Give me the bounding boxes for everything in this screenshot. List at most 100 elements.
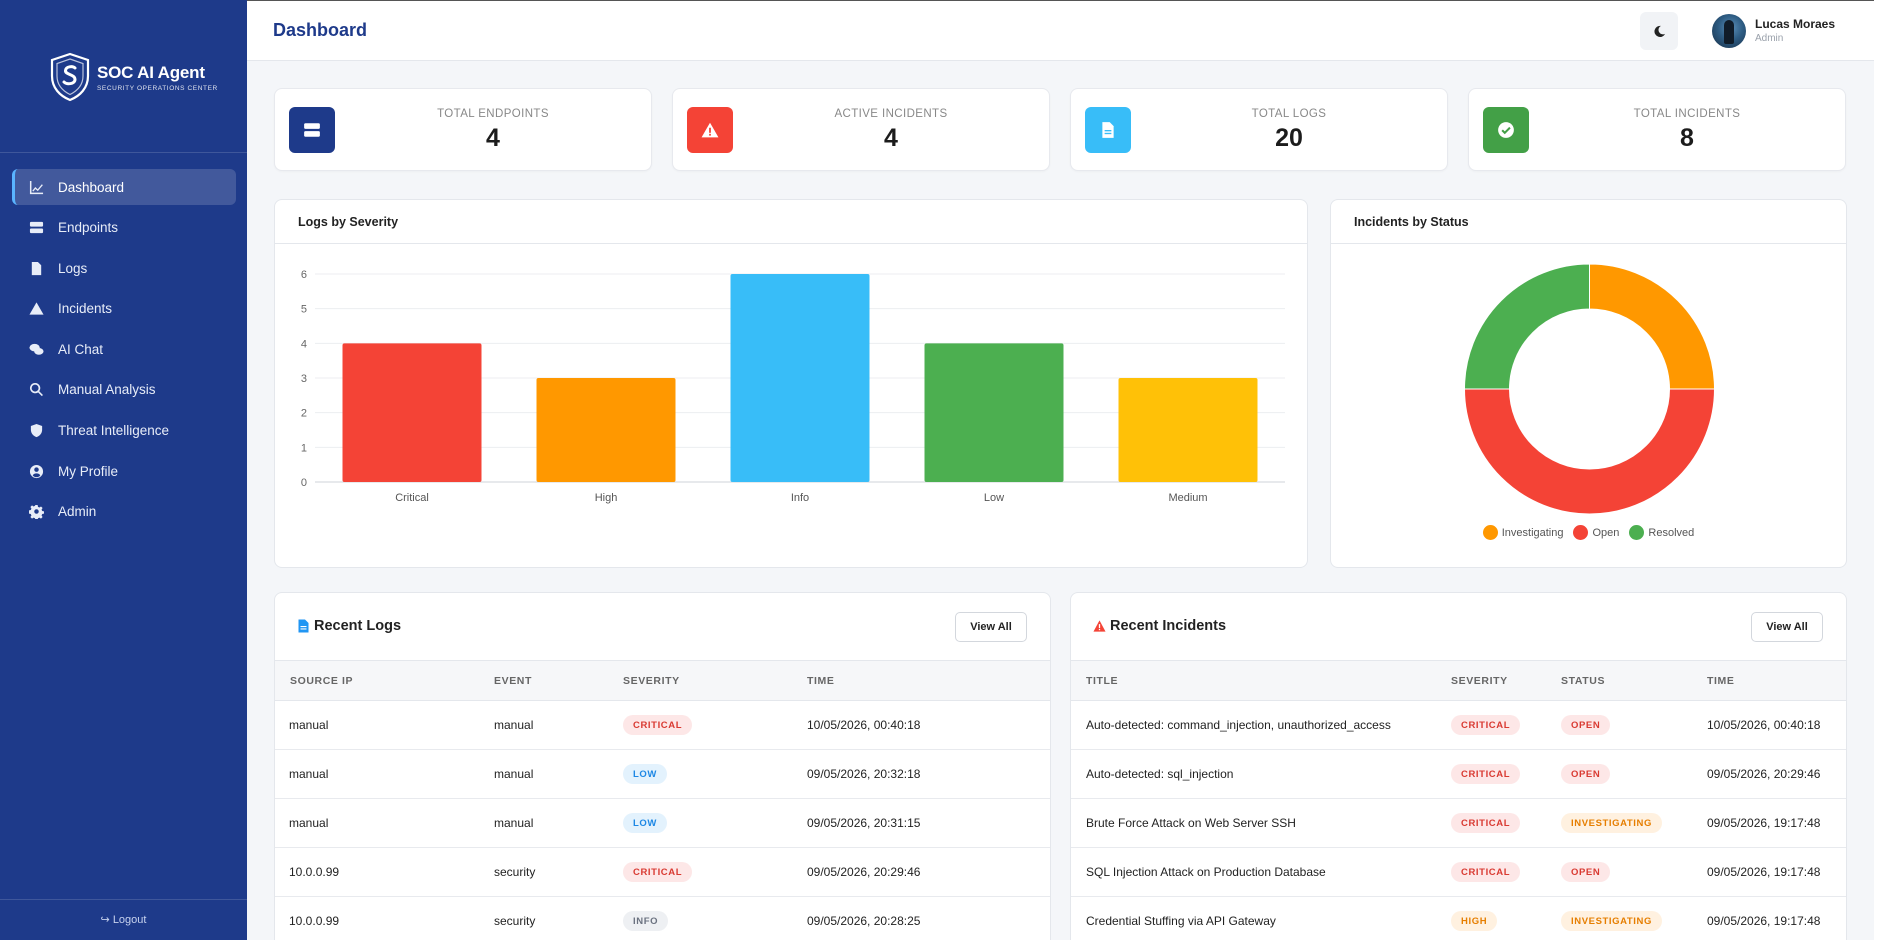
sidebar-item-manual-analysis[interactable]: Manual Analysis bbox=[12, 372, 236, 408]
column-header[interactable]: STATUS bbox=[1561, 675, 1606, 687]
legend-swatch bbox=[1573, 525, 1589, 540]
sidebar-item-logs[interactable]: Logs bbox=[12, 250, 236, 286]
column-header[interactable]: TIME bbox=[807, 675, 835, 687]
legend-item-resolved[interactable]: Resolved bbox=[1629, 525, 1694, 540]
sidebar-item-my-profile[interactable]: My Profile bbox=[12, 453, 236, 489]
chart-line-icon bbox=[28, 179, 44, 195]
view-all-logs-button[interactable]: View All bbox=[955, 612, 1027, 642]
logout-link[interactable]: ↪ Logout bbox=[0, 913, 247, 926]
shield-icon bbox=[28, 423, 44, 439]
recent-incidents-body: Auto-detected: command_injection, unauth… bbox=[1071, 701, 1846, 940]
sidebar-item-ai-chat[interactable]: AI Chat bbox=[12, 331, 236, 367]
avatar[interactable] bbox=[1712, 14, 1746, 48]
recent-logs-panel: Recent Logs View All SOURCE IP EVENT SEV… bbox=[274, 592, 1051, 940]
column-header[interactable]: SOURCE IP bbox=[290, 675, 354, 687]
warning-icon bbox=[687, 107, 733, 153]
event-cell: manual bbox=[494, 816, 534, 830]
event-cell: manual bbox=[494, 718, 534, 732]
table-row[interactable]: Auto-detected: sql_injection CRITICAL OPEN… bbox=[1071, 750, 1846, 799]
legend-label: Resolved bbox=[1648, 526, 1695, 539]
column-header[interactable]: SEVERITY bbox=[1451, 675, 1508, 687]
recent-logs-header: Recent Logs View All bbox=[275, 593, 1050, 661]
bar-medium[interactable] bbox=[1118, 378, 1258, 482]
status-badge: OPEN bbox=[1561, 715, 1611, 735]
title-cell: Credential Stuffing via API Gateway bbox=[1086, 914, 1276, 928]
column-header[interactable]: TIME bbox=[1707, 675, 1735, 687]
view-all-incidents-button[interactable]: View All bbox=[1751, 612, 1823, 642]
time-cell: 09/05/2026, 19:17:48 bbox=[1707, 865, 1821, 879]
bar-critical[interactable] bbox=[342, 343, 482, 482]
comments-icon bbox=[28, 341, 44, 357]
sidebar-item-admin[interactable]: Admin bbox=[12, 494, 236, 530]
slice-investigating[interactable] bbox=[1589, 263, 1716, 390]
stat-label: TOTAL ENDPOINTS bbox=[437, 108, 549, 120]
warning-icon bbox=[28, 301, 44, 317]
table-row[interactable]: 10.0.0.99 security INFO 09/05/2026, 20:28:2… bbox=[275, 897, 1050, 940]
file-icon bbox=[1085, 107, 1131, 153]
sidebar-item-dashboard[interactable]: Dashboard bbox=[12, 169, 236, 205]
severity-chart-panel: Logs by Severity 0 1 2 3 4 5 6 Critical High Info… bbox=[274, 199, 1308, 568]
table-row[interactable]: manual manual LOW 09/05/2026, 20:32:18 bbox=[275, 750, 1050, 799]
y-tick-label: 3 bbox=[301, 373, 307, 385]
stat-value: 4 bbox=[486, 124, 500, 152]
slice-open[interactable] bbox=[1463, 388, 1716, 515]
slice-resolved[interactable] bbox=[1463, 263, 1590, 390]
recent-incidents-panel: Recent Incidents View All TITLE SEVERITY… bbox=[1070, 592, 1847, 940]
bar-info[interactable] bbox=[730, 274, 870, 482]
status-donut-chart bbox=[1463, 263, 1716, 515]
bar-low[interactable] bbox=[924, 343, 1064, 482]
y-tick-label: 5 bbox=[301, 304, 307, 316]
time-cell: 09/05/2026, 20:29:46 bbox=[1707, 767, 1821, 781]
time-cell: 09/05/2026, 20:29:46 bbox=[807, 865, 921, 879]
stat-label: TOTAL LOGS bbox=[1251, 108, 1327, 120]
table-row[interactable]: Brute Force Attack on Web Server SSH CRIT… bbox=[1071, 799, 1846, 848]
recent-logs-title: Recent Logs bbox=[297, 618, 401, 634]
sidebar-item-label: Logs bbox=[58, 260, 88, 276]
panel-title: Incidents by Status bbox=[1331, 200, 1846, 244]
server-icon bbox=[28, 220, 44, 236]
legend-swatch bbox=[1629, 525, 1645, 540]
theme-toggle-button[interactable] bbox=[1640, 12, 1678, 50]
sidebar-divider bbox=[0, 152, 247, 153]
app-logo[interactable]: SOC AI Agent SECURITY OPERATIONS CENTER bbox=[48, 52, 218, 102]
time-cell: 09/05/2026, 20:32:18 bbox=[807, 767, 921, 781]
sidebar-item-endpoints[interactable]: Endpoints bbox=[12, 210, 236, 246]
moon-icon bbox=[1653, 25, 1665, 37]
bar-high[interactable] bbox=[536, 378, 676, 482]
table-row[interactable]: SQL Injection Attack on Production Datab… bbox=[1071, 848, 1846, 897]
app-name: SOC AI Agent bbox=[97, 62, 205, 82]
severity-badge: INFO bbox=[623, 911, 669, 931]
source-ip-cell: 10.0.0.99 bbox=[289, 914, 340, 928]
logout-label: Logout bbox=[112, 914, 147, 926]
column-header[interactable]: EVENT bbox=[494, 675, 533, 687]
recent-incidents-title: Recent Incidents bbox=[1093, 618, 1226, 634]
table-row[interactable]: manual manual CRITICAL 10/05/2026, 00:40:18 bbox=[275, 701, 1050, 750]
severity-badge: CRITICAL bbox=[1451, 862, 1521, 882]
legend-item-investigating[interactable]: Investigating bbox=[1482, 525, 1563, 540]
table-row[interactable]: manual manual LOW 09/05/2026, 20:31:15 bbox=[275, 799, 1050, 848]
table-row[interactable]: Credential Stuffing via API Gateway HIGH I… bbox=[1071, 897, 1846, 940]
column-header[interactable]: TITLE bbox=[1086, 675, 1119, 687]
source-ip-cell: manual bbox=[289, 816, 329, 830]
sidebar-item-threat-intelligence[interactable]: Threat Intelligence bbox=[12, 413, 236, 449]
chart-legend: Investigating Open Resolved bbox=[1331, 525, 1846, 540]
severity-badge: CRITICAL bbox=[1451, 715, 1521, 735]
y-tick-label: 2 bbox=[301, 408, 307, 420]
event-cell: manual bbox=[494, 767, 534, 781]
table-row[interactable]: 10.0.0.99 security CRITICAL 09/05/2026, 20:… bbox=[275, 848, 1050, 897]
user-name[interactable]: Lucas Moraes bbox=[1755, 17, 1836, 31]
time-cell: 09/05/2026, 19:17:48 bbox=[1707, 816, 1821, 830]
column-header[interactable]: SEVERITY bbox=[623, 675, 680, 687]
severity-badge: HIGH bbox=[1451, 911, 1498, 931]
legend-swatch bbox=[1482, 525, 1498, 540]
sidebar-item-incidents[interactable]: Incidents bbox=[12, 291, 236, 327]
file-icon bbox=[298, 619, 309, 633]
table-row[interactable]: Auto-detected: command_injection, unauth… bbox=[1071, 701, 1846, 750]
y-tick-label: 4 bbox=[301, 338, 307, 350]
legend-item-open[interactable]: Open bbox=[1573, 525, 1619, 540]
stat-card-total-logs: TOTAL LOGS 20 bbox=[1070, 88, 1448, 171]
y-tick-label: 0 bbox=[301, 477, 307, 489]
status-badge: INVESTIGATING bbox=[1561, 911, 1662, 931]
x-tick-label: Medium bbox=[1168, 492, 1207, 504]
topbar: Dashboard Lucas Moraes Admin bbox=[247, 0, 1874, 61]
